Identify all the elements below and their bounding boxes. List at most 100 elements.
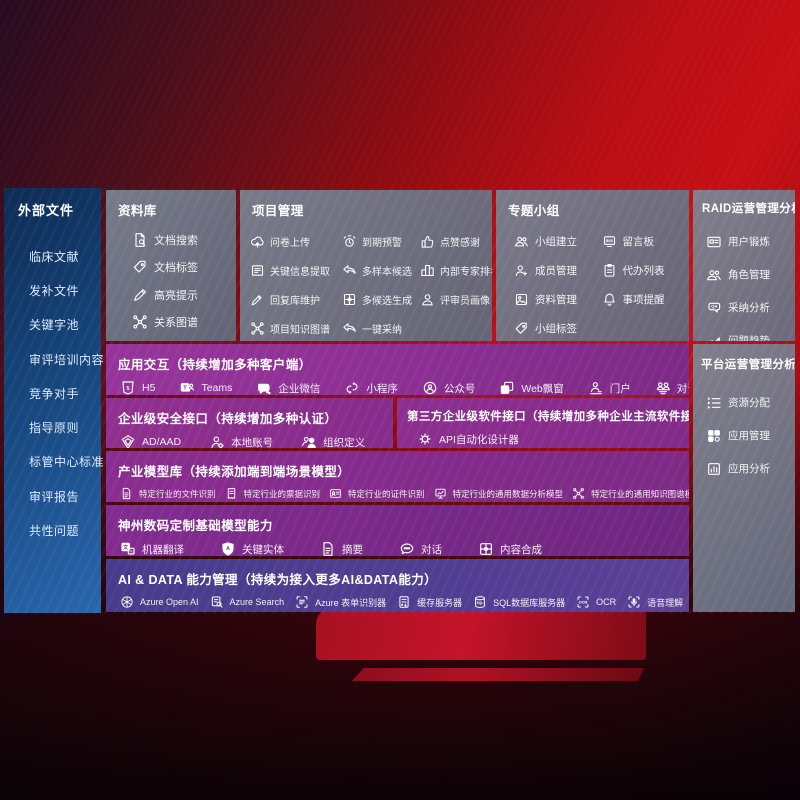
feature-label: 小组标签 <box>535 323 577 335</box>
pen-item: 回复库维护 <box>250 285 342 314</box>
doc-extract-item: 关键信息提取 <box>250 256 342 285</box>
feature-label: 本地账号 <box>231 436 274 449</box>
trend-chart-item: 问题趋势 <box>706 324 795 341</box>
feature-label: 多样本候选 <box>362 267 412 278</box>
feature-label: 用户锻炼 <box>728 236 770 248</box>
panel-title: AI & DATA 能力管理（持续为接入更多AI&DATA能力） <box>118 573 438 587</box>
official-account-icon <box>422 380 438 395</box>
feature-label: 资料管理 <box>535 294 577 306</box>
feature-label: 代办列表 <box>622 265 665 277</box>
graph-item: 特定行业的通用知识图谱模型 <box>572 487 689 500</box>
sidebar-item: 标管中心标准 <box>4 445 105 479</box>
todo-list-item: 代办列表 <box>602 256 690 285</box>
portal-item: 门户 <box>588 380 631 395</box>
highlight-pen-icon <box>132 287 148 303</box>
file-doc-icon <box>120 487 133 500</box>
feature-label: 问卷上传 <box>270 238 310 249</box>
wechat-work-item: 企业微信 <box>256 380 320 395</box>
graph-icon <box>250 321 265 336</box>
red-device-bar <box>352 668 644 681</box>
form-recog-item: Azure 表单识别器 <box>295 595 386 609</box>
svg-text:QA: QA <box>711 303 717 308</box>
alarm-item: 到期预警 <box>342 227 420 256</box>
sidebar-item: 竞争对手 <box>4 376 101 410</box>
feature-label: 机器翻译 <box>142 543 184 556</box>
bell-item: 事项提醒 <box>602 285 690 314</box>
doc-stack-item: 文档分类 <box>132 336 236 341</box>
panel-items: Azure Open AI Azure Search Azure 表单识别器 缓存服务… <box>106 588 689 609</box>
org-define-icon <box>301 434 317 448</box>
feature-label: SQL数据库服务器 <box>493 597 566 608</box>
panel-items: 特定行业的文件识别 特定行业的票据识别 特定行业的证件识别 特定行业的通用数据分析模型… <box>106 480 689 500</box>
external-files-sidebar: 外部文件 临床文献 发补文件 关键字池 审评培训内容 竞争对手 指导原则 标管中心标准 审评报… <box>4 188 105 613</box>
svg-text:A: A <box>226 546 230 552</box>
feature-label: 问题趋势 <box>728 335 770 341</box>
feature-label: 到期预警 <box>362 238 402 249</box>
panel-library: 资料库 文档搜索文档标签高亮提示关系图谱文档分类 <box>106 190 236 341</box>
sidebar-item-label: 标管中心标准 <box>29 455 105 470</box>
photo-doc-icon <box>514 292 529 307</box>
api-gear-icon <box>417 431 433 447</box>
reply-arrow-icon <box>342 263 357 278</box>
teams-icon: T <box>179 380 195 395</box>
ad-shield-icon <box>120 434 136 448</box>
bbs-item: BBS 留言板 <box>602 227 690 256</box>
feature-label: 采纳分析 <box>728 302 770 314</box>
receipt-icon <box>225 487 238 500</box>
tag-icon <box>514 321 529 336</box>
doc-extract-icon <box>250 263 265 278</box>
sidebar-item: 共性问题 <box>4 513 101 547</box>
panel-base-models: 神州数码定制基础模型能力 文 A 机器翻译 A 关键实体 摘要 对话 内容合成 <box>106 505 689 556</box>
panel-topic-groups: 专题小组 小组建立 BBS 留言板 成员管理 代办列表 资料管理 事项提醒 小组标签 <box>496 190 689 341</box>
doc-search-icon <box>132 232 148 248</box>
bell-icon <box>602 292 617 307</box>
tag-item: 小组标签 <box>514 314 602 341</box>
panel-ai-data: AI & DATA 能力管理（持续为接入更多AI&DATA能力） Azure O… <box>106 559 689 612</box>
graph-item: 关系图谱 <box>132 309 236 337</box>
feature-label: 留言板 <box>622 236 655 248</box>
feature-label: Teams <box>201 382 233 394</box>
member-add-item: 成员管理 <box>514 256 602 285</box>
panel-title: 资料库 <box>118 204 157 218</box>
id-cert-item: 特定行业的证件识别 <box>329 487 425 500</box>
feature-label: Azure Search <box>229 597 285 607</box>
ocr-icon: OCR <box>576 595 590 609</box>
panel-thirdparty-interface: 第三方企业级软件接口（持续增加多种企业主流软件接口） API自动化设计器 <box>397 398 689 448</box>
app-chart-item: 应用分析 <box>706 452 795 485</box>
feature-label: 特定行业的通用知识图谱模型 <box>591 488 689 499</box>
feature-label: 高亮提示 <box>154 289 198 302</box>
panel-raid-analysis: RAID运营管理分析 用户锻炼 角色管理 QA 采纳分析 问题趋势 <box>693 190 795 341</box>
graph-icon <box>132 314 148 330</box>
sidebar-item-label: 共性问题 <box>29 524 80 539</box>
form-recog-icon <box>295 595 309 609</box>
translate-item: 文 A 机器翻译 <box>120 541 184 556</box>
feature-label: 内容合成 <box>500 543 542 556</box>
panel-app-interaction: 应用交互（持续增加多种客户端） 5 H5 T Teams 企业微信 小程序 公众号 Web飘窗… <box>106 344 689 395</box>
app-grid-item: 应用管理 <box>706 419 795 452</box>
feature-label: 关键信息提取 <box>270 267 330 278</box>
dialog-people-item: 对话 <box>655 380 689 395</box>
podium-item: 内部专家排名 <box>420 256 492 285</box>
file-doc-item: 特定行业的文件识别 <box>120 487 216 500</box>
local-account-item: 本地账号 <box>209 434 273 448</box>
web-popup-icon <box>499 380 515 395</box>
sidebar-item-label: 指导原则 <box>29 421 80 436</box>
group-people-icon <box>514 234 529 249</box>
svg-text:SQL: SQL <box>477 601 484 605</box>
sidebar-item-label: 关键字池 <box>29 318 80 333</box>
data-model-item: 特定行业的通用数据分析模型 <box>434 487 563 500</box>
feature-label: 文档标签 <box>154 262 198 275</box>
panel-title: 应用交互（持续增加多种客户端） <box>118 358 312 372</box>
pen-icon <box>250 292 265 307</box>
panel-title: 平台运营管理分析 <box>701 359 795 371</box>
panel-items: 资源分配 应用管理 应用分析 <box>693 372 795 485</box>
podium-icon <box>420 263 435 278</box>
sidebar-title: 外部文件 <box>18 203 75 218</box>
panel-title: 神州数码定制基础模型能力 <box>118 519 273 533</box>
feature-label: 门户 <box>609 382 631 395</box>
feature-label: 缓存服务器 <box>417 597 463 608</box>
sql-db-icon: SQL <box>473 595 487 609</box>
feature-label: 企业微信 <box>278 382 321 395</box>
panel-title: 企业级安全接口（持续增加多种认证） <box>118 412 338 426</box>
feature-label: API自动化设计器 <box>439 433 519 446</box>
